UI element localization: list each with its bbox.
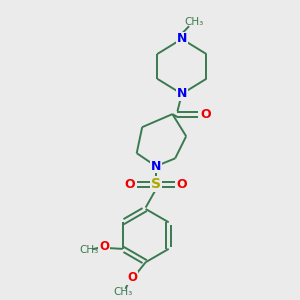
Text: CH₃: CH₃: [184, 17, 204, 27]
Text: O: O: [124, 178, 135, 190]
Text: O: O: [127, 271, 137, 284]
Text: O: O: [200, 108, 211, 121]
Text: CH₃: CH₃: [79, 245, 98, 255]
Text: N: N: [151, 160, 161, 173]
Text: O: O: [99, 240, 109, 253]
Text: CH₃: CH₃: [114, 287, 133, 297]
Text: O: O: [177, 178, 187, 190]
Text: S: S: [151, 177, 161, 191]
Text: N: N: [177, 32, 187, 45]
Text: N: N: [177, 87, 187, 101]
